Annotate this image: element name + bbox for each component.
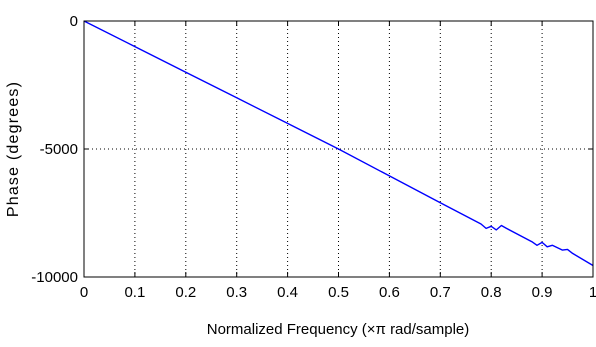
x-tick-label: 0.5 [328,284,349,301]
x-tick-label: 0.1 [124,284,145,301]
y-tick-label: -5000 [40,141,78,158]
x-tick-label: 0.9 [532,284,553,301]
phase-series-line [83,20,594,267]
x-tick-label: 0 [80,284,88,301]
x-tick-label: 0.2 [175,284,196,301]
y-tick-label: 0 [70,13,78,30]
axis-ticks [83,20,594,278]
x-tick-label: 1 [589,284,596,301]
x-tick-label: 0.4 [277,284,298,301]
x-tick-label: 0.7 [430,284,451,301]
x-tick-label: 0.6 [379,284,400,301]
x-tick-label: 0.8 [481,284,502,301]
x-axis-label: Normalized Frequency (×π rad/sample) [207,321,470,338]
y-tick-labels: -10000 -5000 0 [31,13,78,286]
x-tick-label: 0.3 [226,284,247,301]
x-tick-labels: 0 0.1 0.2 0.3 0.4 0.5 0.6 0.7 0.8 0.9 1 [80,284,596,301]
y-tick-label: -10000 [31,269,78,286]
y-axis-label: Phase (degrees) [5,81,22,217]
